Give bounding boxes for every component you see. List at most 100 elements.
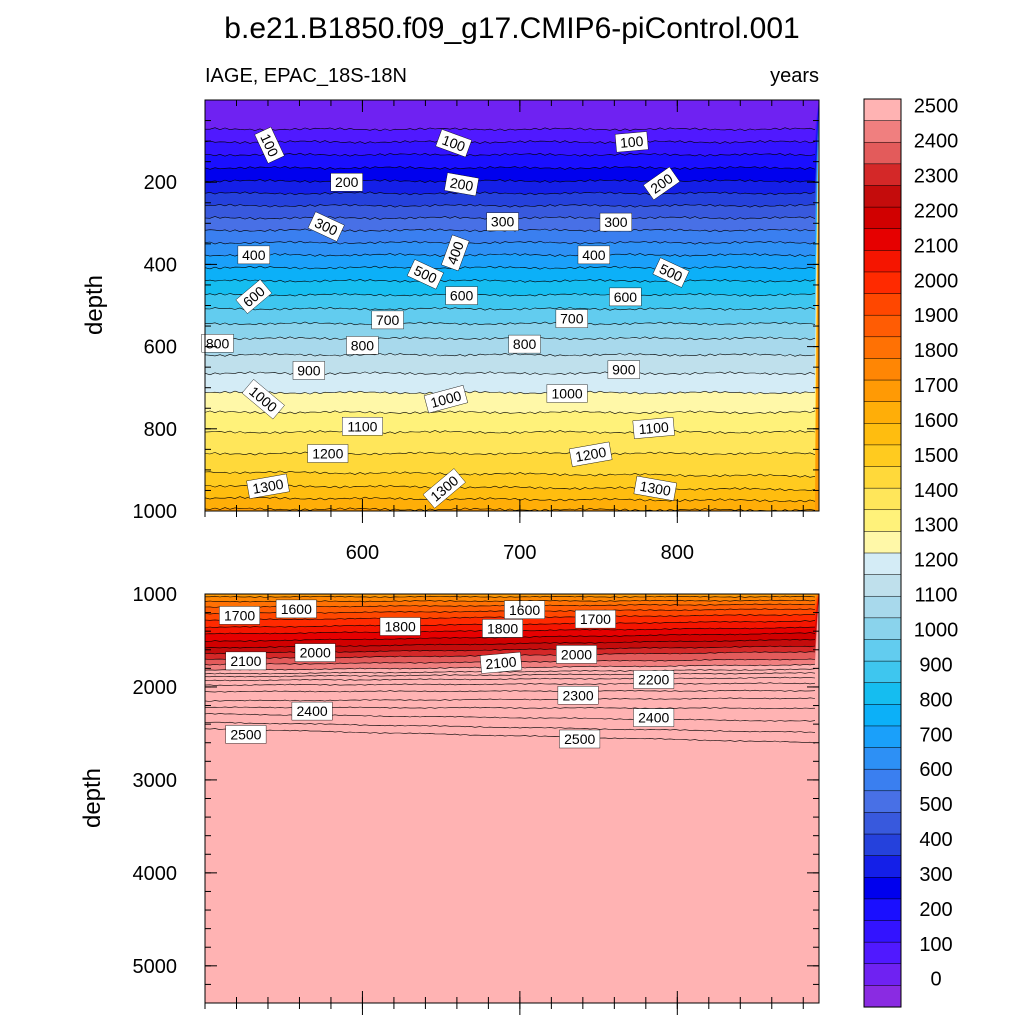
x-tick-label: 600 xyxy=(346,542,379,564)
contour-label-text: 2000 xyxy=(561,646,592,662)
colorbar-label: 200 xyxy=(919,899,952,921)
contour-label: 1800 xyxy=(379,617,421,636)
contour-label-box xyxy=(445,286,478,305)
contour-label: 2200 xyxy=(633,670,675,689)
contour-label: 1600 xyxy=(504,600,545,619)
lower-contour-labels: 1700 1600 1800 1800 1600 1700 2100 2000 2100 2000… xyxy=(219,599,675,749)
contour-line xyxy=(205,191,816,196)
contour-line xyxy=(205,410,816,415)
contour-label-box xyxy=(201,334,234,353)
contour-label-box xyxy=(246,473,290,499)
contour-label-text: 600 xyxy=(614,289,638,305)
contour-label: 200 xyxy=(444,172,480,197)
colorbar-box xyxy=(863,531,902,554)
contour-label: 2000 xyxy=(556,645,597,664)
colorbar-label: 1600 xyxy=(914,410,959,432)
contour-label-box xyxy=(341,417,383,436)
contour-label-text: 1300 xyxy=(639,478,673,499)
contour-label: 800 xyxy=(508,334,541,354)
contour-label-text: 400 xyxy=(582,247,606,263)
contour-label-text: 1800 xyxy=(487,620,518,636)
colorbar-label: 1500 xyxy=(914,445,959,467)
y-tick-label: 400 xyxy=(144,254,177,276)
contour-label: 900 xyxy=(292,361,325,380)
contour-line xyxy=(205,697,816,702)
lower-axes: 1000 2000 3000 4000 5000 xyxy=(133,584,819,1015)
contour-label-text: 700 xyxy=(376,312,400,328)
contour-label-box xyxy=(235,279,273,314)
contour-label: 2100 xyxy=(479,651,523,674)
contour-line xyxy=(205,292,816,297)
contour-label-box xyxy=(406,259,444,290)
contour-label-box xyxy=(275,599,317,619)
x-tick-label: 800 xyxy=(661,542,694,564)
contour-label-box xyxy=(435,129,472,158)
contour-label-text: 2000 xyxy=(300,645,331,661)
contour-line xyxy=(205,240,816,245)
lower-y-axis-label: depth xyxy=(79,768,106,828)
contour-label-box xyxy=(632,417,675,439)
colorbar-box xyxy=(863,704,902,727)
y-tick-label: 3000 xyxy=(133,770,178,792)
y-tick-label: 800 xyxy=(144,419,177,441)
upper-filled-contours xyxy=(205,100,819,511)
colorbar-box xyxy=(863,401,902,424)
lower-panel: 1700 1600 1800 1800 1600 1700 2100 2000 2100 2000… xyxy=(79,584,820,1015)
contour-label-text: 1000 xyxy=(429,387,463,411)
contour-line xyxy=(205,140,816,144)
colorbar-label: 100 xyxy=(919,934,952,956)
colorbar-box xyxy=(863,444,902,468)
y-tick-label: 4000 xyxy=(133,863,178,885)
contour-label: 1200 xyxy=(307,444,349,463)
contour-label-text: 1700 xyxy=(224,607,255,623)
contour-line xyxy=(205,689,816,693)
colorbar-label: 700 xyxy=(919,724,952,746)
contour-line xyxy=(205,728,816,744)
contour-label-text: 1100 xyxy=(347,418,377,434)
colorbar-box xyxy=(863,206,902,230)
colorbar-box xyxy=(863,898,902,922)
contour-label: 2100 xyxy=(225,651,267,671)
contour-line xyxy=(205,496,816,503)
colorbar-box xyxy=(863,639,902,662)
contour-label-box xyxy=(486,212,519,231)
contour-label-box xyxy=(241,379,285,420)
contour-label-box xyxy=(546,384,588,403)
contour-line xyxy=(205,306,816,311)
y-tick-label: 1000 xyxy=(133,501,178,523)
upper-contour-lines xyxy=(205,127,816,511)
contour-label-text: 600 xyxy=(450,288,474,304)
contour-label: 1100 xyxy=(341,417,383,436)
colorbar-box xyxy=(863,877,902,900)
contour-label-text: 300 xyxy=(604,214,628,230)
contour-label-box xyxy=(346,336,379,355)
contour-label-box xyxy=(633,475,677,502)
colorbar-label: 2400 xyxy=(914,131,959,153)
colorbar-box xyxy=(863,595,902,619)
colorbar-box xyxy=(863,768,902,792)
colorbar-label: 2100 xyxy=(914,235,959,257)
colorbar-label: 2000 xyxy=(914,270,959,292)
contour-label-text: 200 xyxy=(335,174,359,190)
colorbar-box xyxy=(863,617,902,641)
contour-label-box xyxy=(479,651,523,674)
contour-label: 1000 xyxy=(423,385,468,414)
contour-label: 1800 xyxy=(482,619,524,638)
contour-label-text: 1000 xyxy=(552,386,583,402)
contour-label: 2400 xyxy=(291,701,333,721)
contour-label: 1300 xyxy=(246,473,290,499)
contour-label-box xyxy=(423,385,468,414)
contour-label-box xyxy=(556,645,597,664)
chart-left-string: IAGE, EPAC_18S-18N xyxy=(205,65,407,87)
contour-label-box xyxy=(237,245,270,265)
colorbar-box xyxy=(863,163,902,187)
y-tick-label: 600 xyxy=(144,337,177,359)
colorbar-label: 2300 xyxy=(914,165,959,187)
contour-line xyxy=(205,179,816,183)
contour-label-box xyxy=(607,360,640,379)
colorbar-box xyxy=(863,185,902,208)
contour-label-box xyxy=(599,212,633,232)
contour-label-box xyxy=(330,172,363,192)
